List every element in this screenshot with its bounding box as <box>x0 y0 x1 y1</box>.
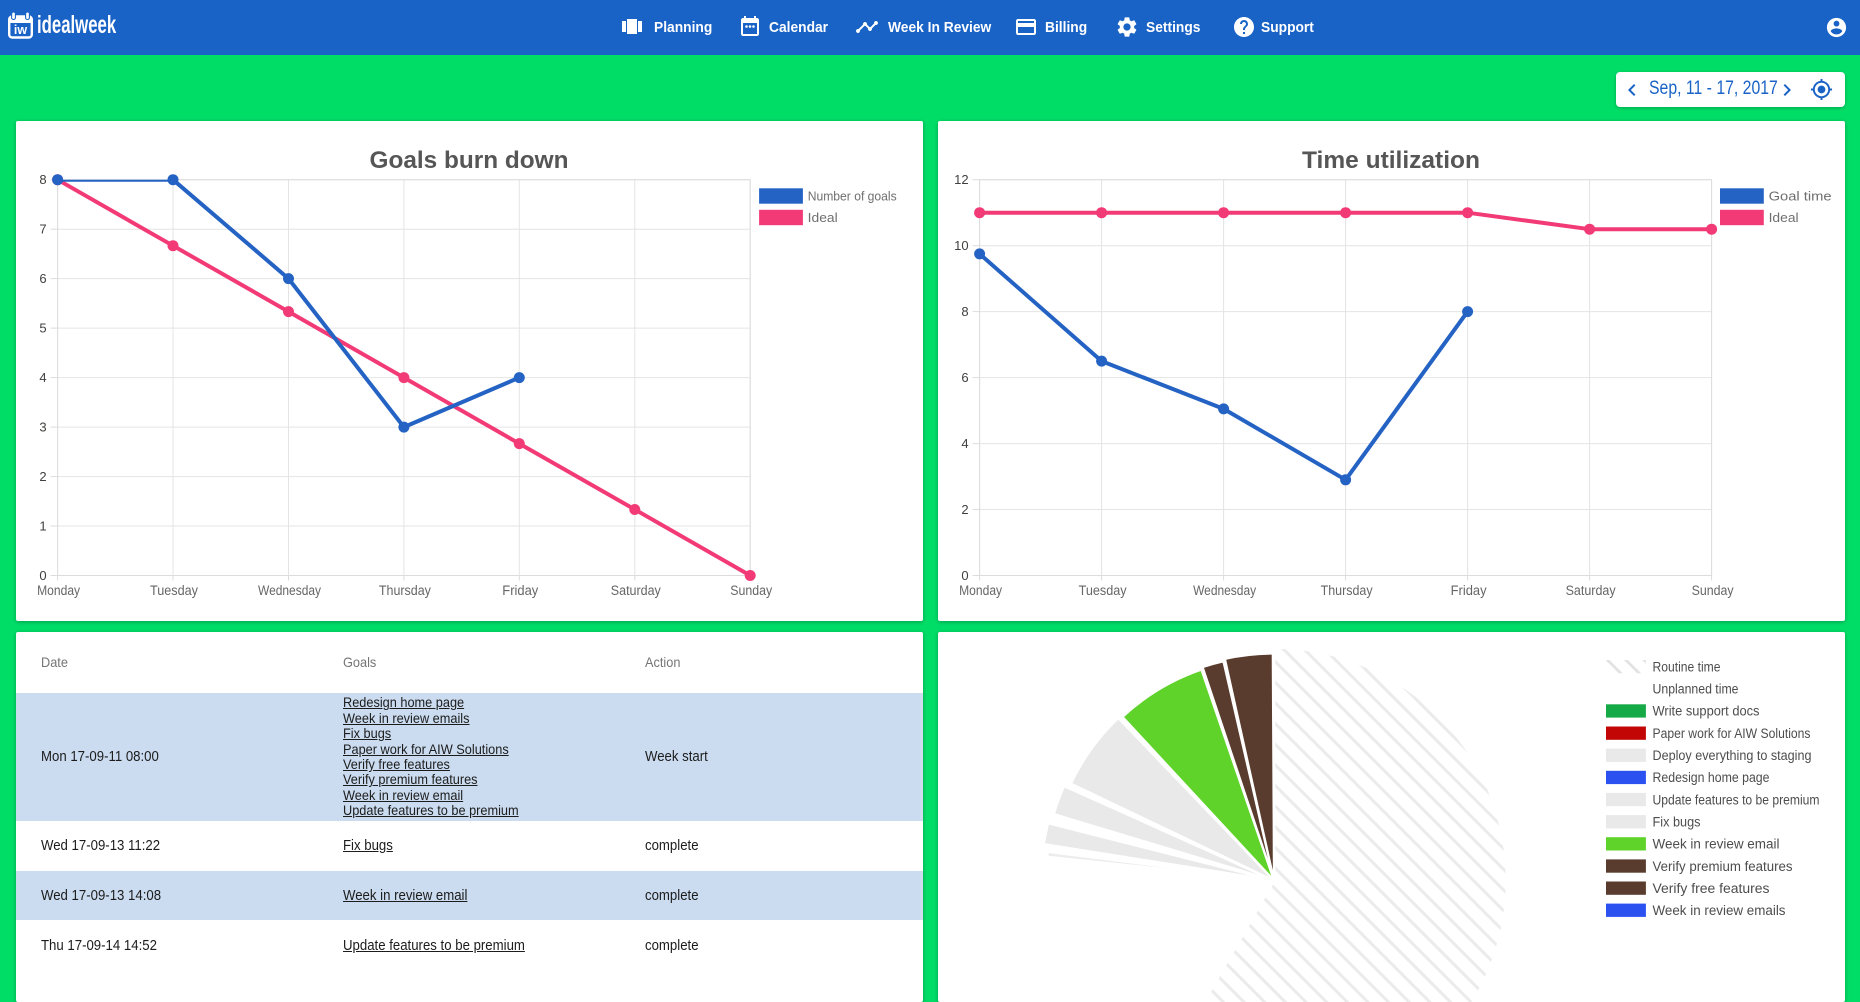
svg-text:Sunday: Sunday <box>1692 583 1734 598</box>
svg-text:Tuesday: Tuesday <box>150 583 198 598</box>
svg-text:4: 4 <box>961 436 968 451</box>
svg-text:7: 7 <box>39 222 46 237</box>
svg-text:8: 8 <box>961 304 968 319</box>
svg-text:iw: iw <box>14 23 27 37</box>
svg-text:Fix bugs: Fix bugs <box>1653 815 1701 830</box>
svg-text:Goal time: Goal time <box>1769 189 1832 204</box>
svg-text:Friday: Friday <box>1451 583 1487 598</box>
svg-text:Goals burn down: Goals burn down <box>370 147 569 174</box>
svg-text:Deploy everything to staging: Deploy everything to staging <box>1653 748 1812 763</box>
svg-text:Week in review emails: Week in review emails <box>1653 903 1786 918</box>
svg-text:Ideal: Ideal <box>1769 210 1799 225</box>
svg-text:0: 0 <box>39 568 46 583</box>
svg-text:Saturday: Saturday <box>1566 583 1616 598</box>
svg-text:Thursday: Thursday <box>1321 583 1373 598</box>
svg-text:Wednesday: Wednesday <box>258 583 321 598</box>
svg-text:Verify free features: Verify free features <box>1653 881 1770 896</box>
svg-text:Ideal: Ideal <box>808 210 838 225</box>
svg-text:2: 2 <box>39 469 46 484</box>
svg-text:Saturday: Saturday <box>611 583 661 598</box>
svg-text:Monday: Monday <box>37 583 80 598</box>
svg-text:Redesign home page: Redesign home page <box>1653 770 1770 785</box>
svg-text:Tuesday: Tuesday <box>1079 583 1127 598</box>
svg-text:5: 5 <box>39 321 46 336</box>
svg-text:1: 1 <box>39 519 46 534</box>
svg-text:Week in review email: Week in review email <box>1653 837 1780 852</box>
svg-text:8: 8 <box>39 172 46 187</box>
svg-text:Wednesday: Wednesday <box>1193 583 1256 598</box>
svg-text:Unplanned time: Unplanned time <box>1653 682 1739 697</box>
svg-text:Thursday: Thursday <box>379 583 431 598</box>
svg-text:4: 4 <box>39 370 46 385</box>
svg-text:6: 6 <box>961 370 968 385</box>
svg-text:Number of goals: Number of goals <box>808 189 897 204</box>
svg-text:Monday: Monday <box>959 583 1002 598</box>
svg-text:2: 2 <box>961 502 968 517</box>
svg-text:12: 12 <box>954 172 968 187</box>
svg-text:Routine time: Routine time <box>1653 659 1721 674</box>
svg-text:Friday: Friday <box>502 583 538 598</box>
svg-text:0: 0 <box>961 568 968 583</box>
svg-text:Write support docs: Write support docs <box>1653 704 1760 719</box>
svg-text:Time utilization: Time utilization <box>1302 147 1480 174</box>
svg-text:Update features to be premium: Update features to be premium <box>1653 792 1820 807</box>
svg-text:Sunday: Sunday <box>730 583 772 598</box>
svg-text:3: 3 <box>39 420 46 435</box>
svg-text:Paper work for AIW Solutions: Paper work for AIW Solutions <box>1653 726 1811 741</box>
svg-text:6: 6 <box>39 271 46 286</box>
svg-text:Verify premium features: Verify premium features <box>1653 859 1793 874</box>
svg-text:10: 10 <box>954 238 968 253</box>
